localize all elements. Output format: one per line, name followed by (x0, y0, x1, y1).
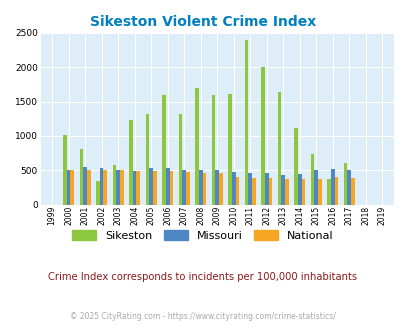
Bar (129, 120, 132, 205)
Bar (185, 172, 189, 205)
Bar (235, 177, 239, 205)
Text: Crime Index corresponds to incidents per 100,000 inhabitants: Crime Index corresponds to incidents per… (48, 272, 357, 282)
Bar (211, 95, 215, 205)
Bar (198, 170, 202, 205)
Bar (301, 179, 305, 205)
Bar (244, 40, 248, 205)
Bar (330, 169, 334, 205)
Bar (136, 171, 140, 205)
Bar (215, 170, 218, 205)
Bar (83, 167, 87, 205)
Bar (334, 178, 337, 205)
Bar (195, 88, 198, 205)
Bar (153, 171, 156, 205)
Bar (100, 168, 103, 205)
Bar (79, 149, 83, 205)
Bar (284, 179, 288, 205)
Bar (350, 178, 354, 205)
Bar (103, 170, 107, 205)
Bar (63, 135, 67, 205)
Bar (67, 170, 70, 205)
Bar (96, 181, 100, 205)
Bar (162, 95, 166, 205)
Bar (343, 163, 347, 205)
Bar (231, 172, 235, 205)
Bar (113, 165, 116, 205)
Bar (218, 173, 222, 205)
Bar (317, 179, 321, 205)
Bar (166, 168, 169, 205)
Bar (310, 154, 313, 205)
Bar (120, 170, 123, 205)
Text: Sikeston Violent Crime Index: Sikeston Violent Crime Index (90, 15, 315, 29)
Bar (178, 114, 182, 205)
Text: © 2025 CityRating.com - https://www.cityrating.com/crime-statistics/: © 2025 CityRating.com - https://www.city… (70, 312, 335, 321)
Bar (264, 173, 268, 205)
Bar (145, 114, 149, 205)
Bar (70, 170, 74, 205)
Bar (347, 170, 350, 205)
Bar (248, 173, 252, 205)
Bar (281, 175, 284, 205)
Bar (149, 168, 153, 205)
Bar (313, 170, 317, 205)
Bar (261, 67, 264, 205)
Bar (326, 179, 330, 205)
Bar (132, 171, 136, 205)
Bar (202, 173, 206, 205)
Bar (87, 170, 90, 205)
Bar (277, 92, 281, 205)
Bar (169, 171, 173, 205)
Bar (252, 178, 255, 205)
Bar (297, 174, 301, 205)
Bar (116, 170, 120, 205)
Bar (228, 94, 231, 205)
Bar (268, 178, 271, 205)
Bar (182, 170, 185, 205)
Legend: Sikeston, Missouri, National: Sikeston, Missouri, National (72, 230, 333, 241)
Bar (294, 128, 297, 205)
